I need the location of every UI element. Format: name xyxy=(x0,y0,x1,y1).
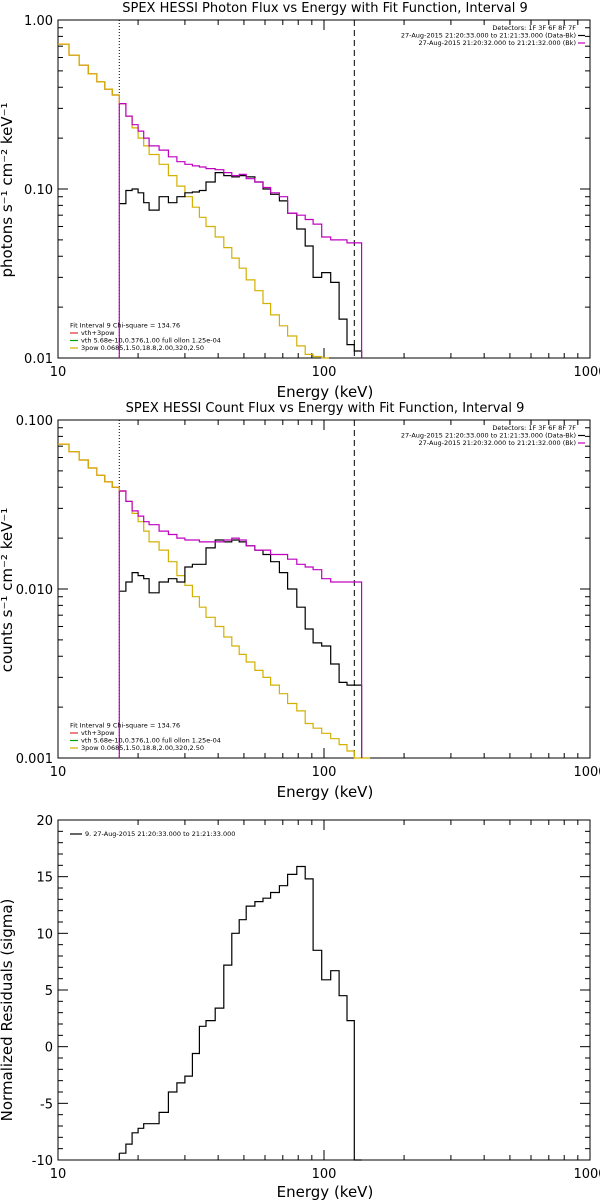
count-flux-ylabel: counts s⁻¹ cm⁻² keV⁻¹ xyxy=(0,508,16,673)
plot-frame xyxy=(57,419,591,759)
y-tick-label: 0.100 xyxy=(16,414,53,429)
x-tick-label: 10 xyxy=(50,365,67,380)
y-tick-label: 0.10 xyxy=(24,183,53,198)
photon-flux-panel: SPEX HESSI Photon Flux vs Energy with Fi… xyxy=(0,1,600,401)
residuals-ylabel: Normalized Residuals (sigma) xyxy=(0,899,16,1122)
x-tick-label: 100 xyxy=(312,1167,337,1182)
y-tick-label: 1.00 xyxy=(24,14,53,29)
legend-entry: 3pow 0.0685,1.50,18.8,2.00,320,2.50 xyxy=(81,744,204,752)
legend-entry: Fit Interval 9 Chi-square = 134.76 xyxy=(70,722,180,730)
count-flux-panel: SPEX HESSI Count Flux vs Energy with Fit… xyxy=(0,401,600,801)
x-tick-label: 100 xyxy=(312,765,337,780)
legend-entry: vth+3pow xyxy=(81,729,115,737)
plot-frame xyxy=(57,819,591,1161)
y-tick-label: 0.010 xyxy=(16,583,53,598)
count-flux-title: SPEX HESSI Count Flux vs Energy with Fit… xyxy=(126,401,525,416)
y-tick-label: -5 xyxy=(40,1097,53,1112)
legend-entry: 3pow 0.0685,1.50,18.8,2.00,320,2.50 xyxy=(81,344,204,352)
legend-entry: 27-Aug-2015 21:20:33.000 to 21:21:33.000… xyxy=(401,432,576,440)
legend-entry: Detectors: 1F 3F 6F 8F 7F xyxy=(492,424,576,432)
series-data-bk xyxy=(119,172,363,358)
photon-flux-title: SPEX HESSI Photon Flux vs Energy with Fi… xyxy=(122,1,528,16)
x-tick-label: 100 xyxy=(312,365,337,380)
y-tick-label: 0 xyxy=(45,1041,53,1056)
legend-entry: 9. 27-Aug-2015 21:20:33.000 to 21:21:33.… xyxy=(85,830,235,838)
x-tick-label: 10 xyxy=(50,765,67,780)
legend-entry: Fit Interval 9 Chi-square = 134.76 xyxy=(70,322,180,330)
series-3pow xyxy=(58,443,371,759)
y-tick-label: -10 xyxy=(32,1154,53,1169)
legend-entry: 27-Aug-2015 21:20:32.000 to 21:21:32.000… xyxy=(419,39,576,47)
legend-entry: Detectors: 1F 3F 6F 8F 7F xyxy=(492,24,576,32)
residuals-panel: Normalized Residuals (sigma) Energy (keV… xyxy=(0,814,600,1200)
residuals-xlabel: Energy (keV) xyxy=(277,1183,374,1200)
y-tick-label: 0.01 xyxy=(24,352,53,367)
photon-flux-xlabel: Energy (keV) xyxy=(277,383,374,401)
photon-flux-ylabel: photons s⁻¹ cm⁻² keV⁻¹ xyxy=(0,103,16,278)
series-bk xyxy=(119,490,363,758)
legend-entry: 27-Aug-2015 21:20:33.000 to 21:21:33.000… xyxy=(401,32,576,40)
series-3pow xyxy=(58,43,329,359)
y-tick-label: 10 xyxy=(36,927,53,942)
y-tick-label: 20 xyxy=(36,814,53,829)
legend-entry: vth 5.68e-10,0.376,1.00 full ollon 1.25e… xyxy=(81,337,221,345)
series-9-27-aug-2015-21-20-33-000-to-21-21-33-000 xyxy=(119,865,362,1161)
legend-entry: 27-Aug-2015 21:20:32.000 to 21:21:32.000… xyxy=(419,439,576,447)
y-tick-label: 5 xyxy=(45,984,53,999)
count-flux-xlabel: Energy (keV) xyxy=(277,783,374,801)
x-tick-label: 10 xyxy=(50,1167,67,1182)
y-tick-label: 15 xyxy=(36,871,53,886)
legend-entry: vth+3pow xyxy=(81,329,115,337)
series-bk xyxy=(119,103,363,358)
legend-entry: vth 5.68e-10,0.376,1.00 full ollon 1.25e… xyxy=(81,737,221,745)
y-tick-label: 0.001 xyxy=(16,752,53,767)
